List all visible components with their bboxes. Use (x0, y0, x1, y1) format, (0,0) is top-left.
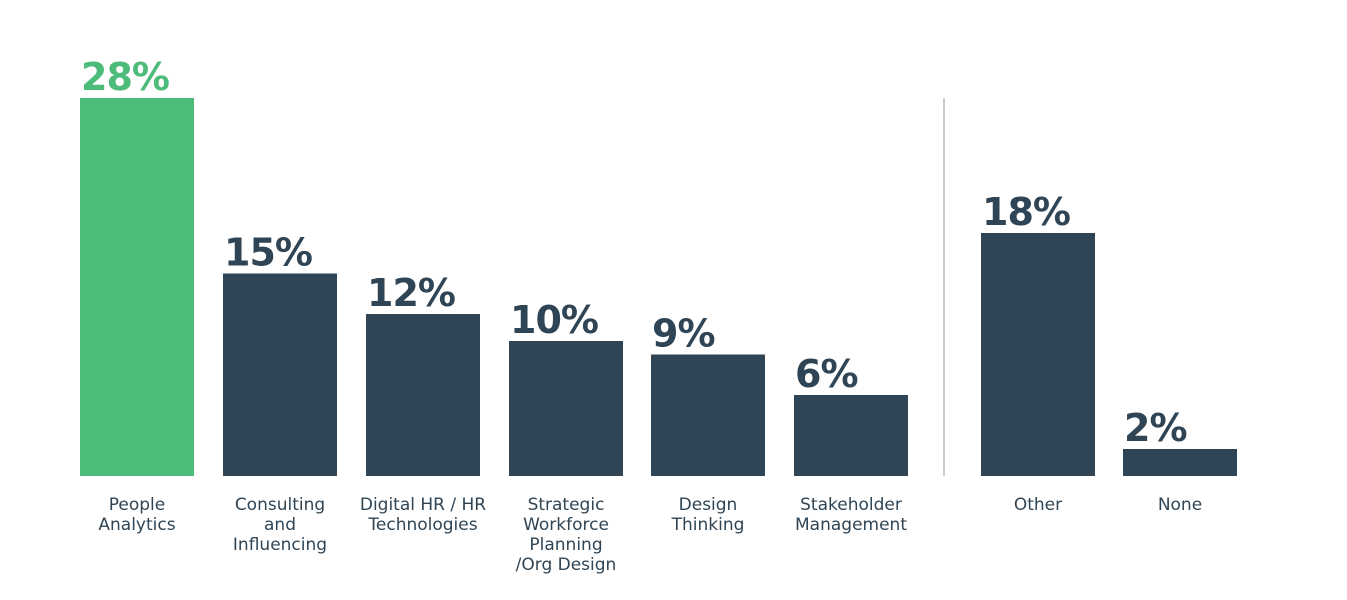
bar-7 (1123, 449, 1237, 476)
bar-2 (366, 314, 480, 476)
bar-4 (651, 354, 765, 476)
category-label-line: Strategic (528, 495, 605, 515)
data-label-5: 6% (795, 352, 858, 396)
data-label-7: 2% (1124, 406, 1187, 450)
category-label-1: Consulting and Influencing (233, 495, 327, 555)
bar-5 (794, 395, 908, 476)
category-label-line: People (109, 495, 165, 515)
category-label-line: None (1158, 495, 1202, 515)
category-label-0: People Analytics (98, 495, 175, 535)
category-label-line: Thinking (671, 515, 745, 535)
category-label-line: Workforce (523, 515, 609, 535)
data-label-2: 12% (367, 271, 455, 315)
category-label-line: Analytics (98, 515, 175, 535)
category-label-4: Design Thinking (671, 495, 745, 535)
category-label-6: Other (1014, 495, 1062, 515)
category-label-line: Planning (529, 535, 602, 555)
bar-3 (509, 341, 623, 476)
category-label-line: Stakeholder (800, 495, 902, 515)
category-label-line: Technologies (367, 515, 477, 535)
category-label-line: Design (679, 495, 738, 515)
bar-1 (223, 273, 337, 476)
data-label-3: 10% (510, 298, 598, 342)
bar-0 (80, 98, 194, 476)
category-label-line: Management (795, 515, 907, 535)
category-label-7: None (1158, 495, 1202, 515)
category-label-line: Consulting (235, 495, 325, 515)
category-label-line: /Org Design (516, 555, 617, 575)
category-label-3: Strategic Workforce Planning/Org Design (516, 495, 617, 575)
category-label-2: Digital HR / HR Technologies (360, 495, 486, 535)
data-label-6: 18% (982, 190, 1070, 234)
data-label-4: 9% (652, 312, 715, 356)
category-label-line: Influencing (233, 535, 327, 555)
category-label-5: Stakeholder Management (795, 495, 907, 535)
data-label-1: 15% (224, 231, 312, 275)
bar-6 (981, 233, 1095, 476)
data-label-0: 28% (81, 55, 169, 99)
category-label-line: and (264, 515, 296, 535)
category-label-line: Digital HR / HR (360, 495, 486, 515)
category-label-line: Other (1014, 495, 1062, 515)
